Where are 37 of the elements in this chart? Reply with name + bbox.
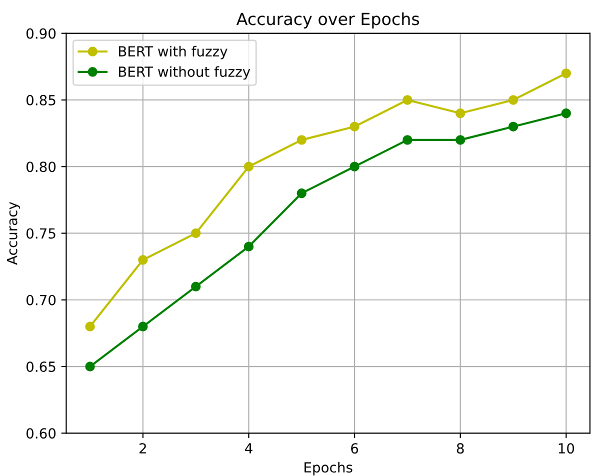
- point: [455, 135, 466, 145]
- legend-label: BERT with fuzzy: [118, 46, 228, 60]
- point: [190, 228, 201, 238]
- y-tick-label: 0.75: [26, 228, 56, 239]
- point: [244, 242, 254, 252]
- y-tick-label: 0.65: [26, 361, 56, 372]
- chart-title: Accuracy over Epochs: [236, 12, 420, 28]
- point: [85, 362, 95, 372]
- point: [455, 108, 466, 118]
- legend-label: BERT without fuzzy: [118, 66, 250, 80]
- point: [138, 322, 148, 332]
- y-tick-label: 0.60: [26, 428, 56, 439]
- x-tick-label: 10: [558, 443, 574, 454]
- point: [190, 282, 201, 292]
- point: [296, 188, 306, 198]
- point: [508, 122, 518, 132]
- y-tick-label: 0.85: [26, 94, 56, 106]
- point: [561, 68, 572, 78]
- point: [85, 322, 95, 332]
- x-tick-label: 8: [456, 443, 464, 454]
- x-tick-label: 4: [244, 443, 252, 454]
- point: [244, 162, 254, 172]
- point: [350, 122, 360, 132]
- x-tick-label: 6: [351, 443, 358, 454]
- y-tick-label: 0.70: [26, 294, 56, 306]
- point: [350, 162, 360, 172]
- point: [508, 95, 518, 105]
- point: [402, 95, 412, 105]
- y-axis-title: Accuracy: [7, 202, 20, 265]
- point: [138, 255, 148, 265]
- y-tick-label: 0.80: [26, 162, 56, 172]
- point: [402, 135, 412, 145]
- point: [296, 135, 306, 145]
- point: [561, 108, 572, 118]
- x-axis-title: Epochs: [304, 462, 352, 476]
- y-tick-label: 0.90: [26, 28, 56, 39]
- x-tick-label: 2: [140, 443, 146, 454]
